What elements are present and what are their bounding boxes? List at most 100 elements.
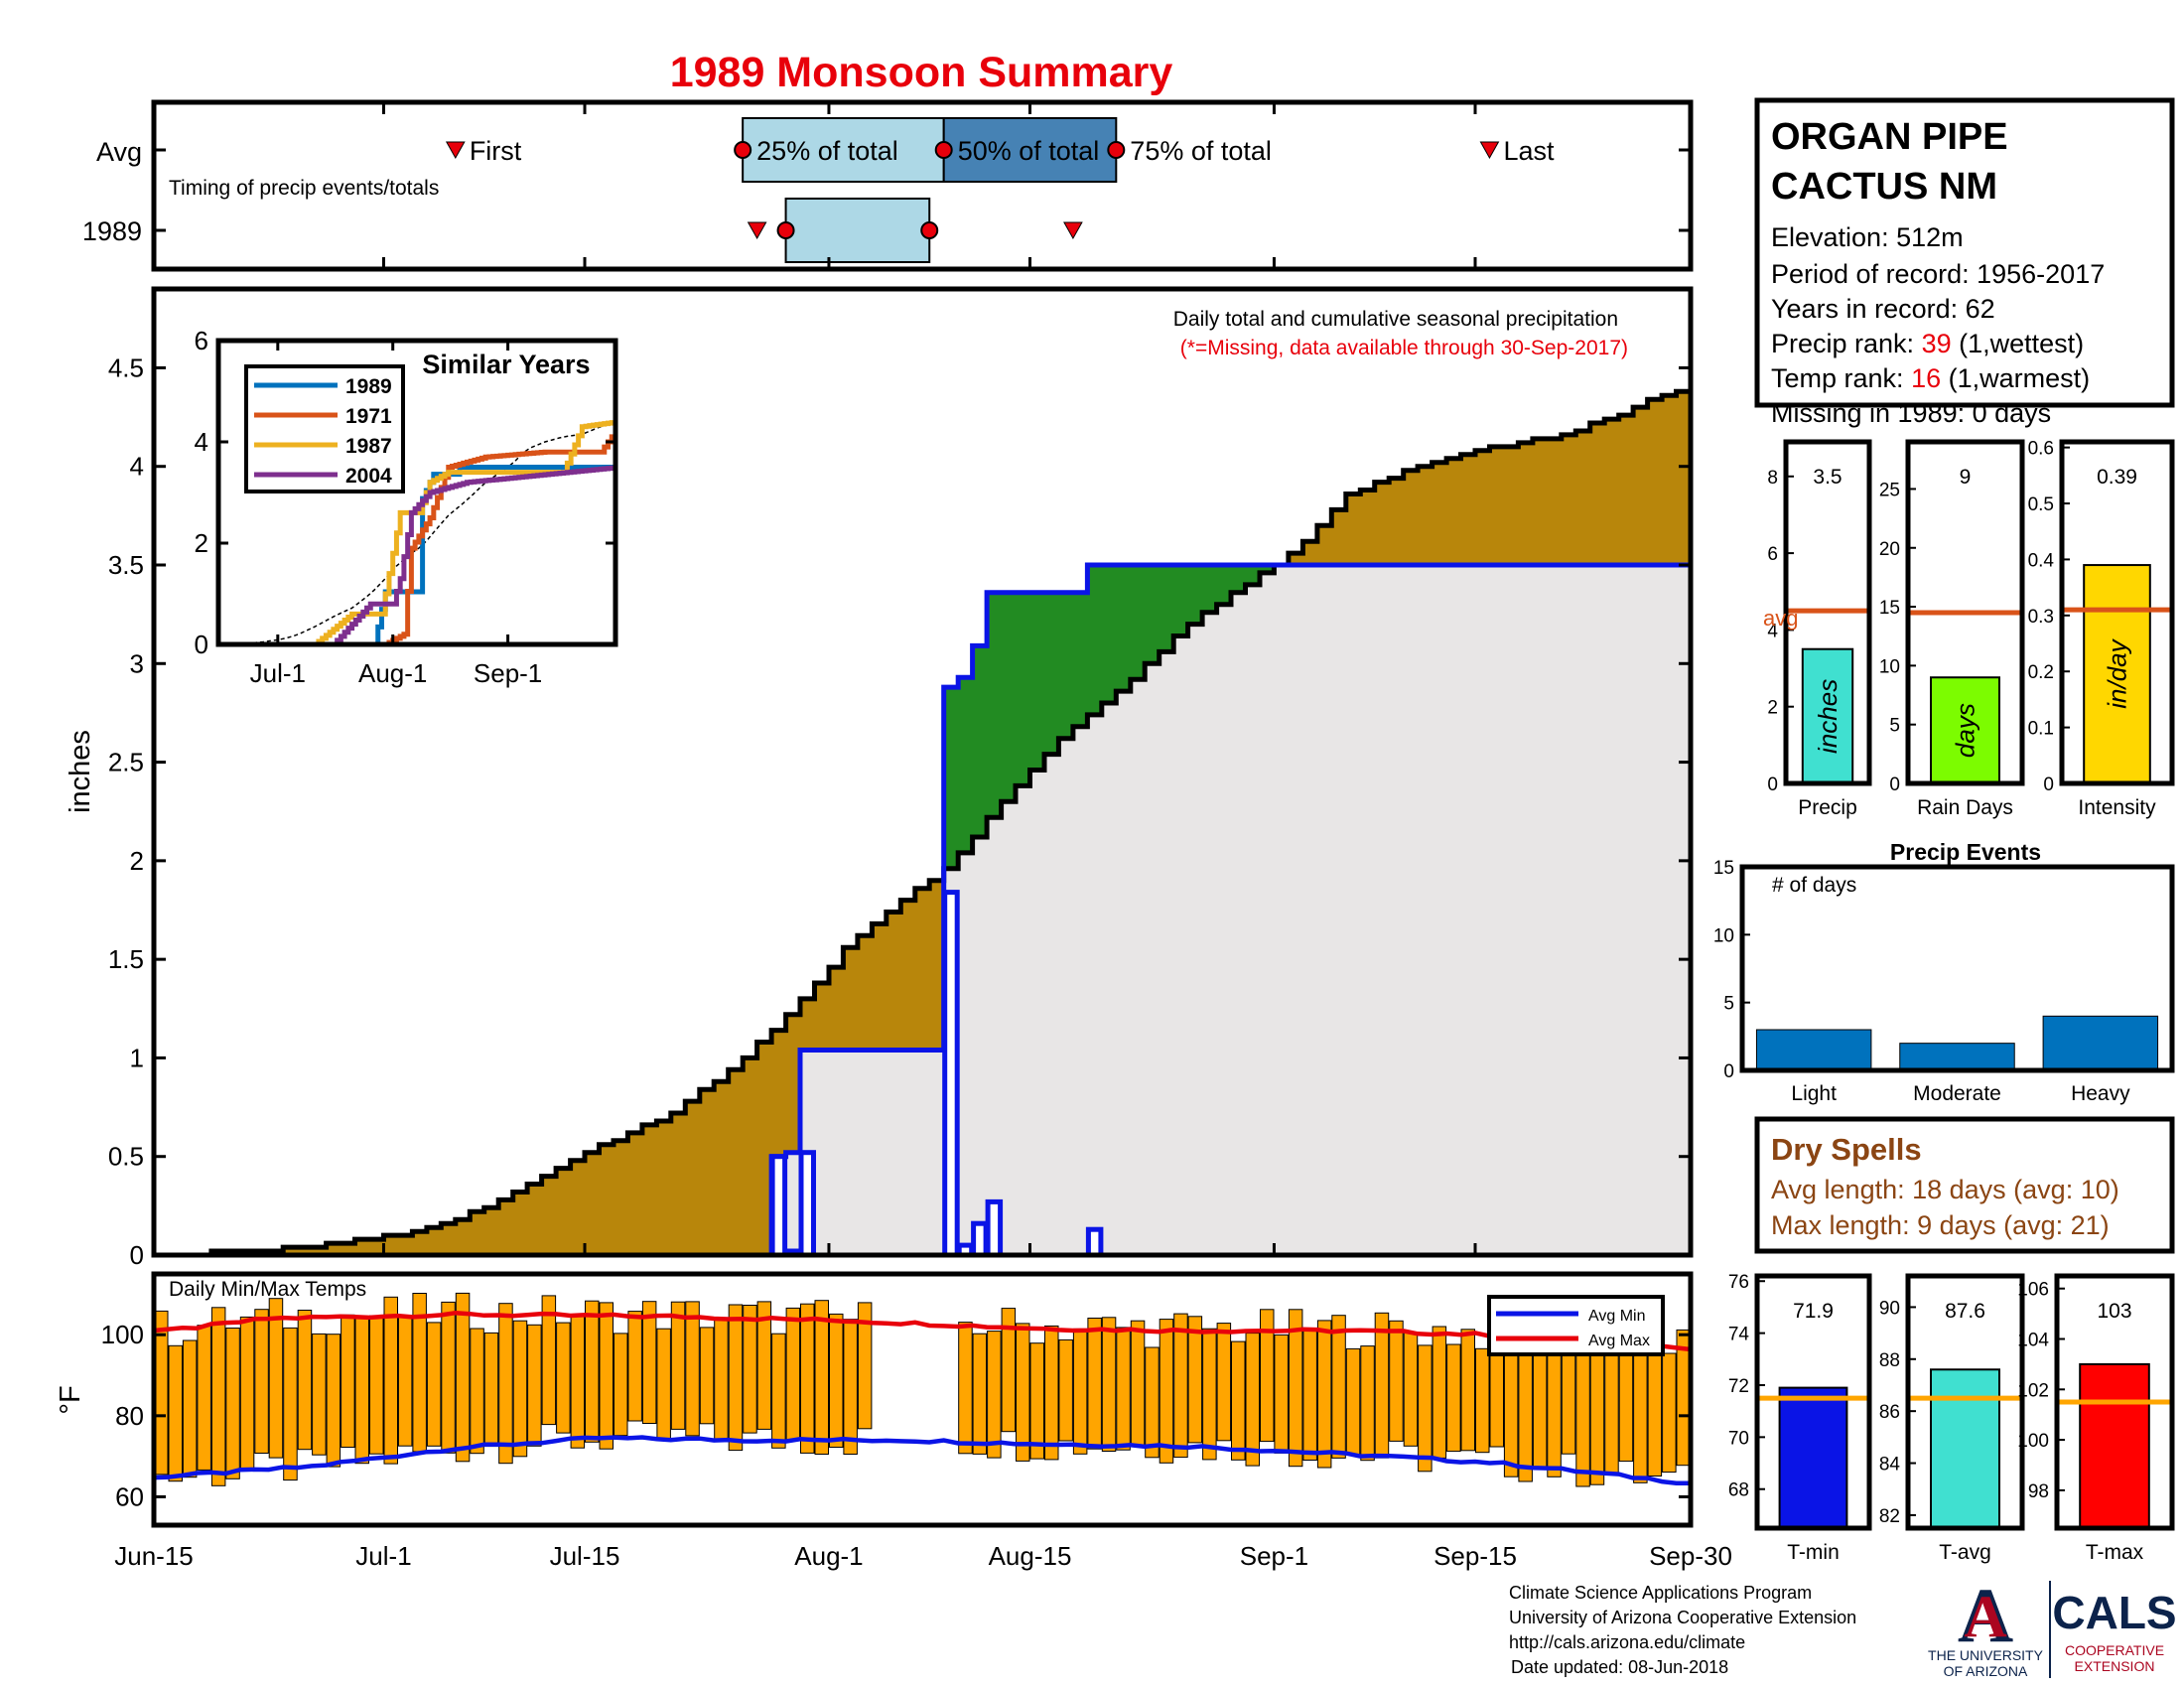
avg-first-label: First: [470, 136, 522, 166]
daily-temp-range-bar: [1345, 1347, 1361, 1456]
intensity-ytick-label: 0.2: [2028, 662, 2054, 683]
daily-temp-range-bar: [958, 1322, 973, 1455]
university-of-arizona-logo-icon: A: [1958, 1572, 2013, 1658]
footer-date: Date updated: 08-Jun-2018: [1511, 1657, 1728, 1677]
precip-value-label: 3.5: [1813, 466, 1842, 489]
tmin-value-bar: [1778, 1386, 1848, 1529]
daily-temp-range-bar: [714, 1317, 729, 1443]
daily-temp-range-bar: [1072, 1328, 1088, 1455]
daily-temp-range-bar: [483, 1332, 499, 1448]
legend-avg-min-label: Avg Min: [1588, 1308, 1646, 1325]
daily-temp-range-bar: [1016, 1323, 1030, 1462]
footer: Climate Science Applications Program Uni…: [1509, 1583, 1856, 1677]
timing-row-label-avg: Avg: [96, 137, 142, 167]
events-ytick-label: 5: [1723, 994, 1734, 1015]
avg-first-marker: [445, 141, 466, 160]
precip-ytick-label: 4: [1767, 621, 1778, 641]
tmin-value-label: 71.9: [1793, 1300, 1834, 1323]
year-first-marker: [747, 221, 767, 240]
daily-temp-range-bar: [1547, 1348, 1562, 1477]
main-missing-note: (*=Missing, data available through 30-Se…: [1180, 337, 1628, 359]
inset-ytick-label: 0: [195, 630, 208, 659]
precip-events-panel: Precip Events Light Moderate Heavy 0 5 10 15 #…: [1713, 839, 2175, 1105]
daily-temp-range-bar: [1173, 1313, 1188, 1459]
daily-temp-range-bar: [1288, 1309, 1303, 1468]
inset-legend-label: 1989: [345, 375, 392, 398]
tmax-ytick-label: 102: [2017, 1380, 2049, 1401]
temps-ytick-label: 60: [115, 1481, 144, 1511]
overlap-area: [154, 565, 1691, 1255]
cals-logo-line2: EXTENSION: [2075, 1658, 2155, 1674]
temps-ytick-label: 80: [115, 1401, 144, 1431]
daily-temp-range-bar: [1231, 1340, 1246, 1461]
tmax-ytick-label: 106: [2017, 1280, 2049, 1301]
station-info-box: ORGAN PIPE CACTUS NM Elevation: 512m Per…: [1754, 97, 2175, 428]
station-period: Period of record: 1956-2017: [1771, 259, 2105, 289]
daily-temp-range-bar: [814, 1300, 829, 1455]
main-ytick-label: 1: [130, 1043, 144, 1072]
intensity-value-bar: [2083, 564, 2151, 784]
year-q25-marker: [776, 221, 795, 239]
main-ytick-label: 0.5: [108, 1142, 144, 1172]
daily-temp-range-bar: [1216, 1323, 1232, 1442]
inset-yaxis: 0 2 4 6: [195, 326, 615, 659]
events-title: Precip Events: [1890, 839, 2041, 865]
daily-temp-range-bar: [771, 1333, 786, 1449]
intensity-ytick-label: 0.3: [2028, 607, 2054, 628]
timing-row-label-year: 1989: [82, 216, 142, 246]
daily-precip-bar: [971, 1220, 989, 1258]
main-caption: Daily total and cumulative seasonal prec…: [1173, 308, 1618, 331]
tavg-ytick-label: 84: [1879, 1455, 1901, 1476]
daily-temp-range-bar: [1130, 1320, 1146, 1446]
inset-legend: 1989 1971 1987 2004: [244, 364, 405, 493]
daily-temp-range-bar: [1432, 1326, 1447, 1459]
daily-temp-range-bar: [1460, 1329, 1475, 1452]
daily-temp-range-bar: [857, 1302, 873, 1430]
raindays-value-bar: [1930, 676, 2000, 785]
raindays-frame: [1905, 439, 2025, 786]
event-category-label: Moderate: [1913, 1082, 2001, 1105]
daily-temp-range-bar: [239, 1316, 255, 1472]
university-of-arizona-logo-inner-icon: A: [1964, 1584, 2006, 1649]
daily-temp-range-bar: [1302, 1330, 1317, 1461]
station-years: Years in record: 62: [1771, 294, 1995, 324]
daily-temp-range-bar: [383, 1296, 398, 1465]
inset-xtick-label: Sep-1: [474, 658, 542, 688]
daily-temp-range-bar: [527, 1324, 542, 1447]
main-ytick-label: 1.5: [108, 944, 144, 974]
temps-legend: Avg Min Avg Max: [1487, 1295, 1665, 1356]
station-frame: [1754, 97, 2175, 408]
inset-ytick-label: 4: [195, 427, 208, 457]
daily-temp-range-bar: [829, 1313, 844, 1449]
tmin-ytick-label: 76: [1728, 1272, 1749, 1293]
station-elevation: Elevation: 512m: [1771, 222, 1964, 252]
daily-temp-range-bar: [1245, 1333, 1260, 1467]
xtick-label: Jun-15: [114, 1541, 194, 1571]
intensity-unit-label: in/day: [2103, 637, 2132, 708]
tmax-value-bar: [2079, 1362, 2150, 1530]
tmin-ytick-label: 72: [1728, 1376, 1749, 1397]
daily-temp-range-bar: [455, 1292, 471, 1463]
xtick-label: Aug-15: [989, 1541, 1072, 1571]
daily-temp-range-bar: [541, 1295, 557, 1426]
inset-xaxis: Jul-1 Aug-1 Sep-1: [250, 341, 542, 688]
daily-temp-range-bar: [1159, 1319, 1174, 1464]
main-ytick-label: 2.5: [108, 748, 144, 777]
daily-temp-range-bar: [585, 1300, 600, 1443]
daily-temp-range-bar: [512, 1320, 528, 1458]
tavg-value-label: 87.6: [1945, 1300, 1985, 1323]
tavg-frame: [1905, 1273, 2025, 1531]
timing-markers: First 25% of total 50% of total 75% of tota…: [154, 102, 1691, 269]
event-bar: [1755, 1029, 1872, 1071]
daily-temp-range-bar: [1087, 1318, 1102, 1450]
xtick-label: Sep-30: [1649, 1541, 1732, 1571]
events-ytick-label: 15: [1713, 858, 1734, 879]
daily-precip-bar: [798, 1150, 816, 1258]
temps-yaxis: 60 80 100: [101, 1320, 1691, 1511]
legend-avg-max-label: Avg Max: [1588, 1333, 1650, 1349]
daily-precip-bar: [769, 1154, 788, 1258]
daily-temp-range-bar: [197, 1325, 211, 1471]
raindays-unit-label: days: [1951, 703, 1980, 758]
daily-temp-range-bar: [570, 1316, 586, 1449]
